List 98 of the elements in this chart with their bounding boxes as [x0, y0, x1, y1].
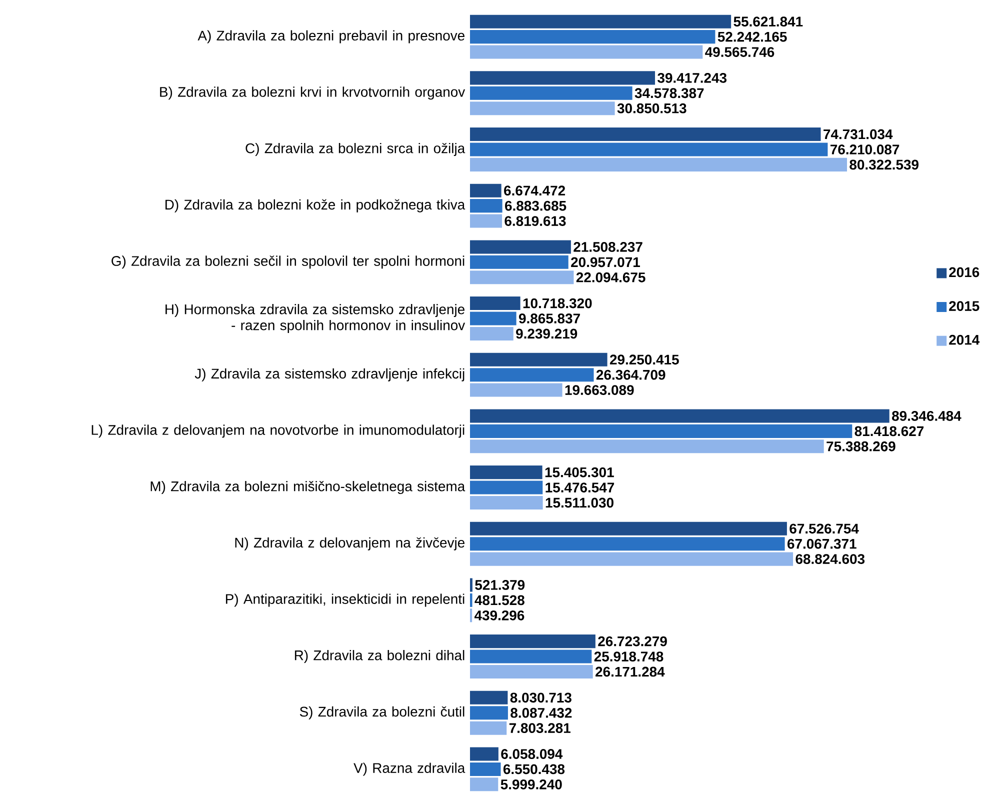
legend-label: 2015	[949, 301, 980, 311]
data-label: 26.364.709	[596, 370, 666, 380]
bar	[470, 480, 543, 494]
data-label: 22.094.675	[576, 272, 646, 282]
data-label: 74.731.034	[824, 129, 893, 140]
data-label: 15.511.030	[546, 498, 614, 508]
data-label: 19.663.089	[565, 385, 634, 395]
bar	[470, 199, 502, 213]
y-tick-label: P) Antiparazitiki, insekticidi in repelenti	[226, 594, 464, 607]
bar	[470, 690, 508, 704]
y-tick-label: S) Zdravila za bolezni čutil	[300, 706, 464, 720]
data-label: 34.578.387	[634, 88, 704, 98]
y-tick-label: R) Zdravila za bolezni dihal	[294, 650, 464, 664]
data-label: 8.030.713	[510, 692, 572, 703]
data-label: 25.918.748	[594, 652, 664, 662]
data-label: 89.346.484	[892, 411, 962, 421]
y-tick-label: A) Zdravila za bolezni prebavil in presnove	[198, 30, 464, 44]
data-label: 81.418.627	[854, 426, 924, 436]
data-label: 15.405.301	[545, 467, 614, 478]
bar	[470, 466, 542, 480]
data-label: 7.803.281	[509, 723, 570, 734]
data-label: 6.674.472	[504, 186, 566, 196]
bar	[470, 214, 502, 228]
bar	[470, 634, 596, 648]
data-label: 29.250.415	[610, 354, 679, 365]
data-label: 30.850.513	[617, 103, 686, 114]
data-label: 6.058.094	[501, 749, 563, 759]
legend-label: 2014	[949, 334, 980, 345]
data-label: 8.087.432	[510, 708, 572, 718]
data-label: 481.528	[474, 595, 524, 606]
bar	[470, 383, 562, 397]
data-label: 9.865.837	[518, 314, 580, 324]
data-label: 49.565.746	[705, 47, 774, 57]
bar	[470, 664, 593, 678]
data-label: 39.417.243	[658, 72, 726, 83]
data-label: 521.379	[475, 580, 525, 590]
data-label: 52.242.165	[718, 32, 787, 42]
y-tick-label: N) Zdravila z delovanjem na živčevje	[235, 537, 464, 550]
bar	[470, 721, 507, 735]
data-label: 5.999.240	[500, 779, 562, 790]
bar	[470, 184, 502, 198]
bar	[470, 86, 632, 100]
data-label: 21.508.237	[574, 242, 642, 252]
bar	[470, 312, 516, 326]
y-tick-label: D) Zdravila za bolezni kože in podkožnega tkiva	[165, 199, 466, 212]
data-label: 20.957.071	[571, 257, 640, 268]
data-label: 26.723.279	[598, 636, 667, 646]
bar	[470, 45, 703, 59]
bar	[470, 496, 543, 510]
data-label: 15.476.547	[546, 482, 614, 492]
data-label: 6.883.685	[505, 200, 566, 211]
bar	[470, 142, 828, 156]
bar	[470, 296, 520, 310]
y-tick-label: G) Zdravila za bolezni sečil in spolovil ter spolni hormoni	[112, 256, 464, 269]
legend-label: 2016	[949, 267, 980, 278]
data-label: 67.526.754	[790, 524, 859, 534]
bar	[470, 440, 824, 454]
bar	[470, 650, 592, 664]
data-label: 75.388.269	[826, 441, 896, 452]
y-tick-label: C) Zdravila za bolezni srca in ožilja	[246, 142, 466, 156]
y-tick-label: V) Razna zdravila	[354, 762, 466, 776]
data-label: 6.550.438	[503, 764, 565, 774]
data-label: 67.067.371	[788, 538, 856, 549]
bar	[470, 368, 594, 382]
bar	[470, 128, 821, 142]
bar	[470, 706, 508, 720]
data-label: 68.824.603	[796, 554, 865, 564]
y-tick-label: J) Zdravila za sistemsko zdravljenje infekcij	[194, 368, 464, 382]
bar	[470, 424, 852, 438]
bar	[470, 14, 732, 28]
bar	[470, 255, 568, 269]
data-label: 80.322.539	[850, 160, 918, 170]
data-label: 9.239.219	[516, 328, 578, 339]
bar	[470, 352, 608, 366]
bar	[470, 240, 571, 254]
y-tick-label: M) Zdravila za bolezni mišično-skeletnega sistema	[150, 480, 466, 494]
bar	[470, 522, 787, 536]
y-tick-label: L) Zdravila z delovanjem na novotvorbe in imunomodulatorji	[92, 424, 464, 438]
bar	[470, 326, 514, 340]
bar	[470, 409, 890, 423]
data-label: 76.210.087	[830, 144, 900, 154]
bar	[470, 747, 498, 761]
data-label: 10.718.320	[523, 298, 592, 308]
y-tick-label: H) Hormonska zdravila za sistemsko zdravljenje - razen spolnih hormonov in insulinov	[166, 304, 466, 333]
bar	[470, 71, 656, 85]
bar	[470, 762, 501, 776]
bar	[470, 778, 498, 792]
y-tick-label: B) Zdravila za bolezni krvi in krvotvornih organov	[160, 86, 466, 100]
bar	[470, 30, 716, 44]
data-label: 439.296	[474, 610, 524, 620]
bar	[470, 102, 615, 116]
data-label: 55.621.841	[734, 16, 803, 27]
data-label: 6.819.613	[504, 216, 566, 226]
bar	[470, 158, 848, 172]
bar	[470, 537, 785, 551]
bar	[470, 270, 574, 284]
data-label: 26.171.284	[596, 666, 665, 677]
bar	[470, 552, 794, 566]
